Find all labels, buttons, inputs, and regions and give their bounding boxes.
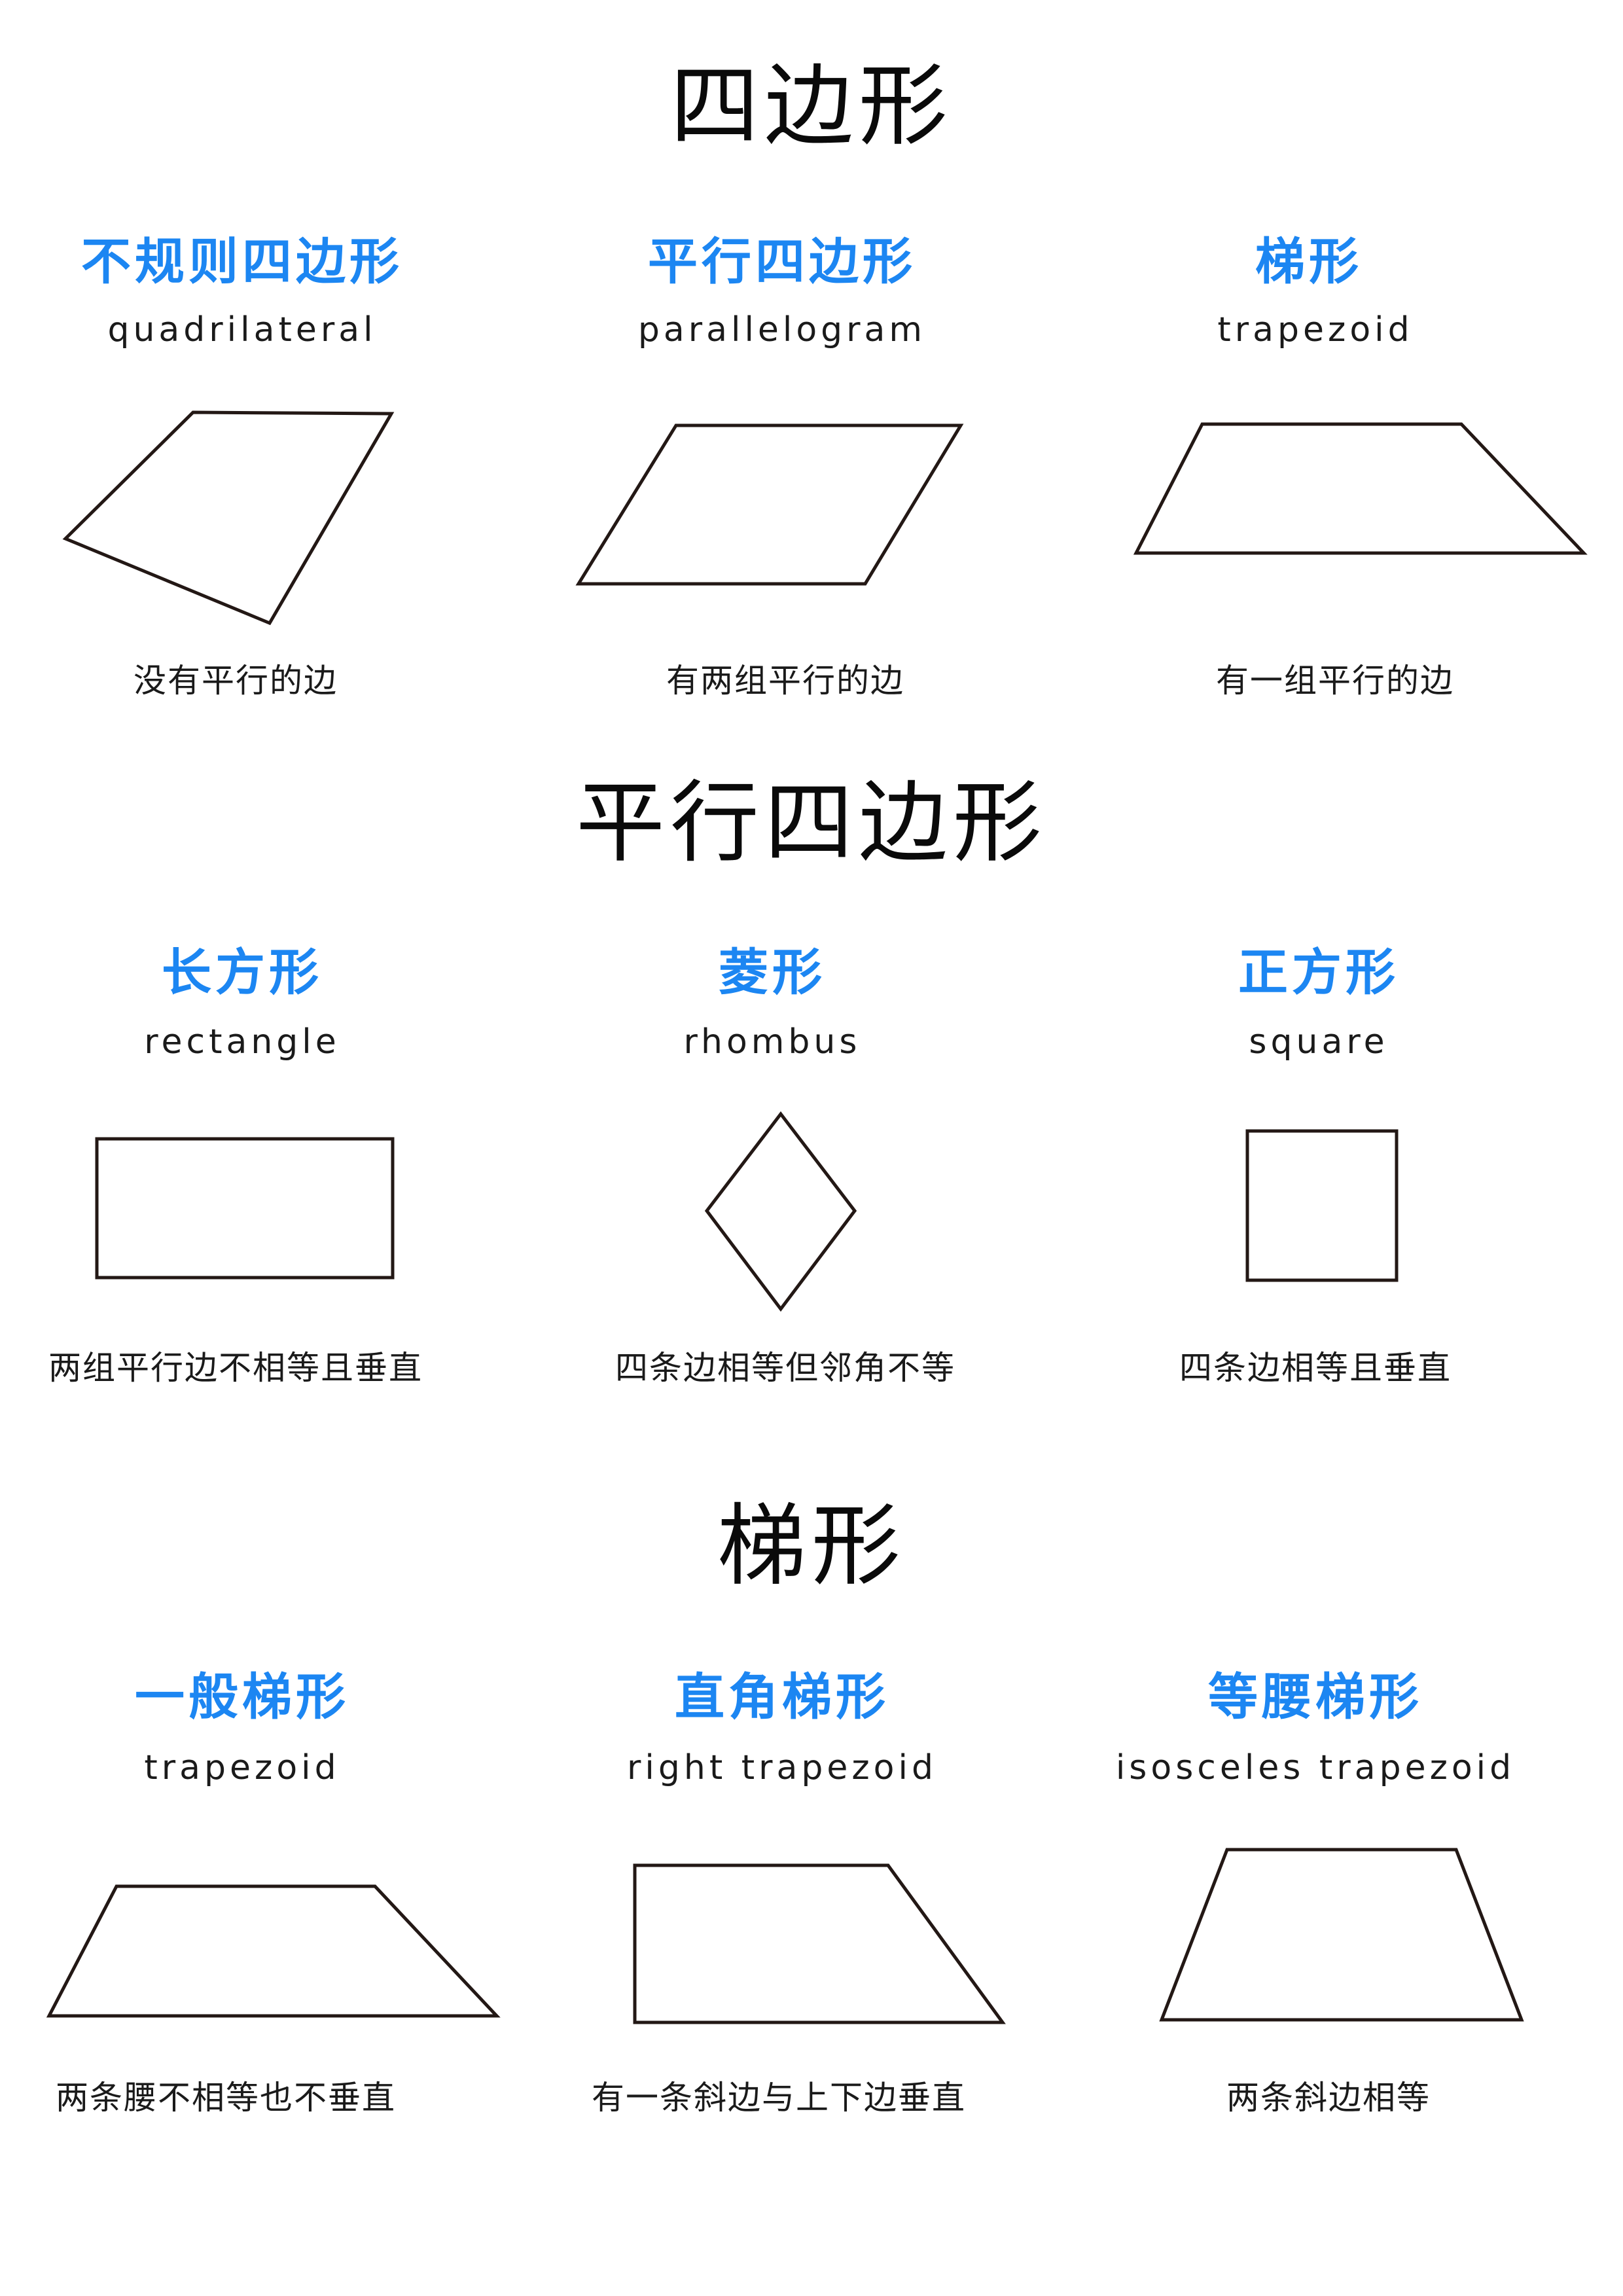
rhombus-cn-name: 菱形	[719, 943, 826, 1001]
section-title-trapezoid: 梯形	[717, 1495, 906, 1598]
parallelogram-shape	[575, 423, 964, 586]
rhombus-en-name: rhombus	[683, 1022, 861, 1062]
irregular-quadrilateral-cn-name: 不规则四边形	[81, 232, 403, 291]
rectangle-description: 两组平行边不相等且垂直	[48, 1349, 423, 1387]
isosceles-trapezoid-en-name: isosceles trapezoid	[1115, 1748, 1516, 1787]
trapezoid-shape	[1133, 422, 1588, 555]
irregular-quadrilateral-en-name: quadrilateral	[107, 310, 377, 350]
rectangle-shape	[95, 1137, 395, 1280]
section-title-quadrilateral: 四边形	[670, 55, 953, 158]
right-trapezoid-en-name: right trapezoid	[627, 1748, 937, 1787]
trapezoid-description: 有一组平行的边	[1216, 662, 1454, 700]
right-trapezoid-description: 有一条斜边与上下边垂直	[592, 2079, 966, 2117]
rectangle-cn-name: 长方形	[162, 943, 323, 1001]
general-trapezoid-en-name: trapezoid	[144, 1748, 340, 1787]
parallelogram-description: 有两组平行的边	[666, 662, 904, 700]
square-en-name: square	[1249, 1022, 1389, 1062]
parallelogram-en-name: parallelogram	[637, 310, 927, 350]
right-trapezoid-cn-name: 直角梯形	[675, 1668, 889, 1726]
general-trapezoid-cn-name: 一般梯形	[135, 1668, 349, 1726]
general-trapezoid-description: 两条腰不相等也不垂直	[56, 2079, 396, 2117]
rectangle-en-name: rectangle	[144, 1022, 340, 1062]
parallelogram-cn-name: 平行四边形	[648, 232, 916, 291]
trapezoid-cn-name: 梯形	[1255, 232, 1363, 291]
square-cn-name: 正方形	[1238, 943, 1399, 1001]
section-title-parallelogram: 平行四边形	[576, 772, 1047, 875]
right-trapezoid-shape	[633, 1863, 1006, 2024]
rhombus-shape	[704, 1111, 857, 1312]
square-description: 四条边相等且垂直	[1179, 1349, 1452, 1387]
square-shape	[1245, 1129, 1399, 1282]
isosceles-trapezoid-cn-name: 等腰梯形	[1208, 1668, 1423, 1726]
isosceles-trapezoid-shape	[1159, 1848, 1524, 2022]
irregular-quadrilateral-description: 没有平行的边	[134, 662, 338, 700]
rhombus-description: 四条边相等但邻角不等	[615, 1349, 955, 1387]
trapezoid-en-name: trapezoid	[1217, 310, 1414, 350]
irregular-quadrilateral-shape	[62, 410, 395, 626]
general-trapezoid-shape	[46, 1884, 501, 2018]
isosceles-trapezoid-description: 两条斜边相等	[1226, 2079, 1431, 2117]
